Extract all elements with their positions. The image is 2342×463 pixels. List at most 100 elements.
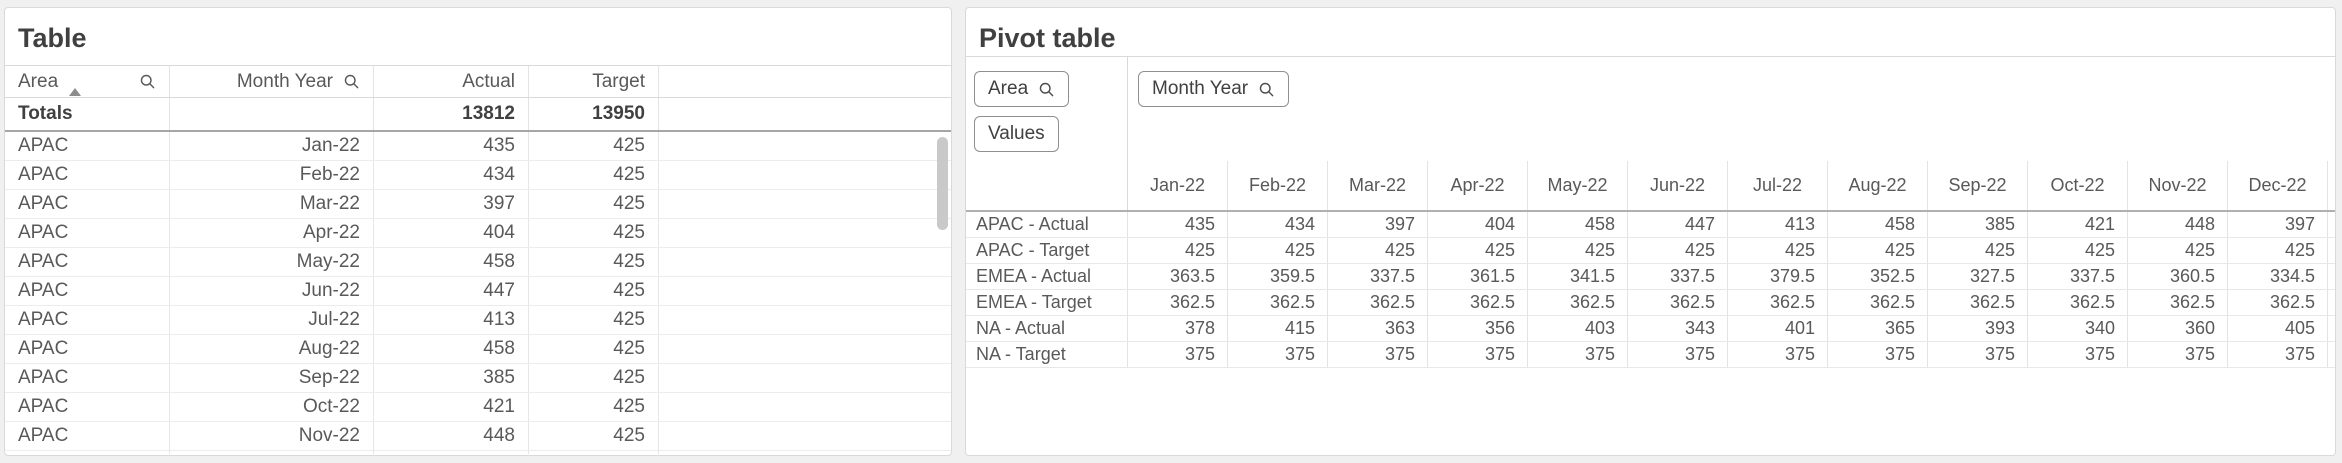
totals-empty-cell bbox=[659, 98, 951, 130]
cell-target[interactable]: 425 bbox=[529, 422, 659, 450]
pivot-value-cell: 341.5 bbox=[1528, 264, 1628, 289]
cell-area[interactable]: APAC bbox=[5, 393, 170, 421]
cell-target[interactable]: 425 bbox=[529, 364, 659, 392]
cell-month-year[interactable]: Apr-22 bbox=[170, 219, 374, 247]
cell-area[interactable]: APAC bbox=[5, 132, 170, 160]
cell-actual[interactable]: 397 bbox=[374, 451, 529, 454]
pivot-value-cell: 359.5 bbox=[1228, 264, 1328, 289]
column-header-actual[interactable]: Actual bbox=[374, 66, 529, 97]
cell-actual[interactable]: 385 bbox=[374, 364, 529, 392]
pivot-value-cell: 393 bbox=[1928, 316, 2028, 341]
pivot-value-cell: 362.5 bbox=[1328, 290, 1428, 315]
cell-target[interactable]: 425 bbox=[529, 335, 659, 363]
cell-month-year[interactable]: Jun-22 bbox=[170, 277, 374, 305]
search-icon[interactable] bbox=[1038, 81, 1055, 98]
cell-actual[interactable]: 435 bbox=[374, 132, 529, 160]
vertical-scrollbar[interactable] bbox=[937, 137, 948, 230]
pivot-column-header[interactable]: Jun-22 bbox=[1628, 161, 1728, 210]
cell-target[interactable]: 425 bbox=[529, 161, 659, 189]
cell-area[interactable]: APAC bbox=[5, 277, 170, 305]
table-body: APAC Jan-22 435 425 APAC Feb-22 434 425 APAC Mar-… bbox=[5, 132, 951, 454]
cell-actual[interactable]: 397 bbox=[374, 190, 529, 218]
pivot-column-header-row: Jan-22 Feb-22 Mar-22 Apr-22 May-22 Jun-22 Jul-… bbox=[966, 161, 2335, 212]
cell-month-year[interactable]: Jan-22 bbox=[170, 132, 374, 160]
cell-month-year[interactable]: Aug-22 bbox=[170, 335, 374, 363]
cell-actual[interactable]: 447 bbox=[374, 277, 529, 305]
column-dimension-button-month-year[interactable]: Month Year bbox=[1138, 71, 1290, 107]
cell-month-year[interactable]: Feb-22 bbox=[170, 161, 374, 189]
cell-month-year[interactable]: May-22 bbox=[170, 248, 374, 276]
cell-empty bbox=[659, 422, 951, 450]
pivot-column-header[interactable]: Apr-22 bbox=[1428, 161, 1528, 210]
pivot-column-header[interactable]: Dec-22 bbox=[2228, 161, 2328, 210]
cell-target[interactable]: 425 bbox=[529, 219, 659, 247]
cell-target[interactable]: 425 bbox=[529, 277, 659, 305]
cell-month-year[interactable]: Mar-22 bbox=[170, 190, 374, 218]
cell-area[interactable]: APAC bbox=[5, 219, 170, 247]
values-button[interactable]: Values bbox=[974, 116, 1059, 152]
pivot-column-header[interactable]: Jan-22 bbox=[1128, 161, 1228, 210]
pivot-corner-cell bbox=[966, 161, 1128, 210]
pivot-row: NA - Actual 378 415 363 356 403 343 401 365 393 34… bbox=[966, 316, 2335, 342]
cell-target[interactable]: 425 bbox=[529, 132, 659, 160]
cell-area[interactable]: APAC bbox=[5, 190, 170, 218]
pivot-column-header[interactable]: May-22 bbox=[1528, 161, 1628, 210]
cell-target[interactable]: 425 bbox=[529, 248, 659, 276]
column-header-target[interactable]: Target bbox=[529, 66, 659, 97]
cell-area[interactable]: APAC bbox=[5, 451, 170, 454]
pivot-value-cell: 375 bbox=[1828, 342, 1928, 367]
cell-actual[interactable]: 458 bbox=[374, 248, 529, 276]
cell-area[interactable]: APAC bbox=[5, 422, 170, 450]
pivot-value-cell: 403 bbox=[1528, 316, 1628, 341]
cell-month-year[interactable]: Nov-22 bbox=[170, 422, 374, 450]
column-header-month-year[interactable]: Month Year bbox=[170, 66, 374, 97]
pivot-column-header[interactable]: Sep-22 bbox=[1928, 161, 2028, 210]
pivot-column-header[interactable]: Mar-22 bbox=[1328, 161, 1428, 210]
cell-area[interactable]: APAC bbox=[5, 161, 170, 189]
search-icon[interactable] bbox=[343, 73, 360, 90]
pivot-row-label[interactable]: APAC - Actual bbox=[966, 212, 1128, 237]
pivot-value-cell: 362.5 bbox=[1628, 290, 1728, 315]
column-header-area[interactable]: Area bbox=[5, 66, 170, 97]
cell-target[interactable]: 425 bbox=[529, 393, 659, 421]
cell-actual[interactable]: 448 bbox=[374, 422, 529, 450]
pivot-value-cell: 375 bbox=[1228, 342, 1328, 367]
cell-actual[interactable]: 404 bbox=[374, 219, 529, 247]
cell-area[interactable]: APAC bbox=[5, 335, 170, 363]
table-panel-title: Table bbox=[18, 23, 87, 53]
cell-actual[interactable]: 434 bbox=[374, 161, 529, 189]
pivot-row-label[interactable]: EMEA - Target bbox=[966, 290, 1128, 315]
pivot-column-header[interactable]: Aug-22 bbox=[1828, 161, 1928, 210]
row-dimension-button-area[interactable]: Area bbox=[974, 71, 1070, 107]
cell-area[interactable]: APAC bbox=[5, 306, 170, 334]
pivot-value-cell: 458 bbox=[1528, 212, 1628, 237]
pivot-column-header[interactable]: Feb-22 bbox=[1228, 161, 1328, 210]
pivot-row-label[interactable]: APAC - Target bbox=[966, 238, 1128, 263]
search-icon[interactable] bbox=[1258, 81, 1275, 98]
pivot-column-header[interactable]: Nov-22 bbox=[2128, 161, 2228, 210]
cell-actual[interactable]: 421 bbox=[374, 393, 529, 421]
cell-actual[interactable]: 458 bbox=[374, 335, 529, 363]
pivot-row-label[interactable]: NA - Actual bbox=[966, 316, 1128, 341]
pivot-column-dimension-zone: Month Year bbox=[1128, 57, 2335, 161]
cell-month-year[interactable]: Sep-22 bbox=[170, 364, 374, 392]
cell-actual[interactable]: 413 bbox=[374, 306, 529, 334]
column-header-actual-label: Actual bbox=[462, 70, 515, 92]
pivot-column-header[interactable]: Jul-22 bbox=[1728, 161, 1828, 210]
pivot-value-cell: 421 bbox=[2028, 212, 2128, 237]
pivot-row-label[interactable]: EMEA - Actual bbox=[966, 264, 1128, 289]
cell-area[interactable]: APAC bbox=[5, 248, 170, 276]
search-icon[interactable] bbox=[139, 73, 156, 90]
pivot-column-header[interactable]: Oct-22 bbox=[2028, 161, 2128, 210]
cell-month-year[interactable]: Dec-22 bbox=[170, 451, 374, 454]
cell-month-year[interactable]: Jul-22 bbox=[170, 306, 374, 334]
cell-target[interactable]: 425 bbox=[529, 306, 659, 334]
totals-target: 13950 bbox=[529, 98, 659, 130]
pivot-row-label[interactable]: NA - Target bbox=[966, 342, 1128, 367]
cell-target[interactable]: 425 bbox=[529, 451, 659, 454]
totals-actual: 13812 bbox=[374, 98, 529, 130]
cell-area[interactable]: APAC bbox=[5, 364, 170, 392]
pivot-value-cell: 375 bbox=[1428, 342, 1528, 367]
cell-month-year[interactable]: Oct-22 bbox=[170, 393, 374, 421]
cell-target[interactable]: 425 bbox=[529, 190, 659, 218]
